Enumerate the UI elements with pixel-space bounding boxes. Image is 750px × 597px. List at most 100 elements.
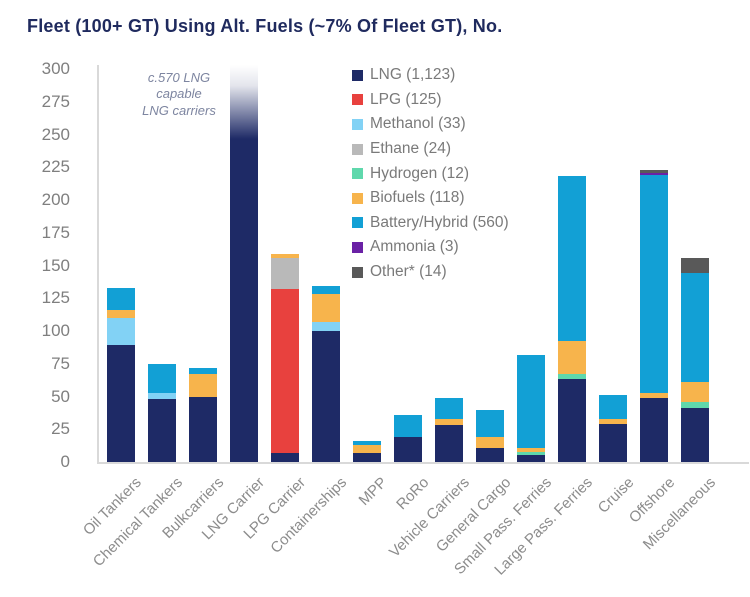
segment-methanol-containerships [312,321,340,331]
segment-lng-small-pass-ferries [517,455,545,462]
segment-lng-oil-tankers [107,345,135,462]
bar-bulkcarriers [189,65,217,462]
bar-large-pass-ferries [558,65,586,462]
bar-roro [394,65,422,462]
segment-other-miscellaneous [681,257,709,274]
segment-battery-chemical-tankers [148,363,176,393]
legend-swatch-ammonia [352,241,363,253]
x-axis-label-mpp: MPP [356,474,392,510]
bar-miscellaneous [681,65,709,462]
legend-item-ammonia: Ammonia (3) [352,235,509,260]
segment-biofuels-mpp [353,444,381,453]
legend: LNG (1,123) LPG (125) Methanol (33) Ethane … [352,63,509,284]
segment-biofuels-lpg-carrier [271,253,299,258]
annotation-line: c.570 LNG [147,70,211,85]
legend-item-ethane: Ethane (24) [352,137,509,162]
segment-methanol-oil-tankers [107,317,135,346]
legend-item-lpg: LPG (125) [352,88,509,113]
y-tick-label-150: 150 [41,255,70,275]
segment-biofuels-general-cargo [476,437,504,448]
legend-swatch-hydrogen [352,168,363,180]
y-tick-label-175: 175 [41,222,70,242]
legend-label-lng: LNG (1,123) [370,66,456,84]
legend-item-battery: Battery/Hybrid (560) [352,211,509,236]
legend-swatch-lng [352,69,363,81]
x-axis-label-miscellaneous: Miscellaneous [639,474,720,554]
y-tick-label-0: 0 [60,452,70,471]
annotation-line: LNG carriers [142,102,216,118]
segment-battery-mpp [353,441,381,445]
bar-oil-tankers [107,65,135,462]
segment-hydrogen-large-pass-ferries [558,374,586,380]
segment-biofuels-offshore [640,392,668,398]
y-axis: 0 25 50 75 100 125 150 175 200 225 250 275 300 [0,60,84,471]
legend-item-methanol: Methanol (33) [352,112,509,137]
segment-battery-offshore [640,175,668,393]
bar-chemical-tankers [148,65,176,462]
y-tick-label-125: 125 [41,288,70,308]
segment-methanol-chemical-tankers [148,392,176,400]
bar-fade-overlay-lng-carrier [230,65,258,139]
segment-biofuels-small-pass-ferries [517,447,545,452]
legend-label-battery: Battery/Hybrid (560) [370,213,509,231]
segment-lng-mpp [353,452,381,462]
y-tick-label-75: 75 [51,353,70,373]
segment-hydrogen-miscellaneous [681,401,709,409]
segment-lng-lpg-carrier [271,452,299,462]
segment-lng-bulkcarriers [189,396,217,462]
y-tick-label-50: 50 [51,386,70,406]
segment-biofuels-containerships [312,294,340,322]
legend-label-ammonia: Ammonia (3) [370,238,459,256]
segment-biofuels-large-pass-ferries [558,341,586,375]
segment-battery-roro [394,414,422,438]
legend-swatch-ethane [352,143,363,155]
legend-swatch-lpg [352,94,363,106]
y-tick-label-25: 25 [51,419,70,439]
bar-cruise [599,65,627,462]
annotation-lng-carriers: c.570 LNG capable LNG carriers [116,70,242,119]
segment-battery-miscellaneous [681,273,709,383]
segment-ethane-lpg-carrier [271,257,299,290]
bar-mpp [353,65,381,462]
legend-label-hydrogen: Hydrogen (12) [370,164,470,182]
segment-lng-cruise [599,424,627,462]
segment-lng-general-cargo [476,447,504,462]
segment-battery-general-cargo [476,409,504,438]
segment-hydrogen-small-pass-ferries [517,451,545,456]
plot-area: Oil Tankers Chemical Tankers Bulkcarriers L… [80,65,749,579]
legend-item-biofuels: Biofuels (118) [352,186,509,211]
bar-vehicle-carriers [435,65,463,462]
bar-general-cargo [476,65,504,462]
segment-lng-chemical-tankers [148,399,176,462]
y-tick-label-225: 225 [41,157,70,177]
y-tick-label-300: 300 [41,59,70,78]
segment-battery-large-pass-ferries [558,176,586,342]
segment-biofuels-cruise [599,418,627,425]
legend-label-lpg: LPG (125) [370,90,442,108]
segment-lng-roro [394,437,422,462]
legend-label-biofuels: Biofuels (118) [370,189,465,207]
segment-lng-containerships [312,331,340,462]
segment-battery-small-pass-ferries [517,354,545,448]
y-tick-label-250: 250 [41,124,70,144]
legend-swatch-other [352,266,363,278]
bar-small-pass-ferries [517,65,545,462]
segment-battery-oil-tankers [107,287,135,311]
segment-battery-vehicle-carriers [435,397,463,419]
segment-battery-cruise [599,395,627,419]
bar-lng-carrier [230,65,258,462]
legend-item-other: Other* (14) [352,260,509,285]
segment-battery-bulkcarriers [189,367,217,375]
legend-swatch-methanol [352,118,363,130]
y-tick-label-100: 100 [41,321,70,340]
y-tick-label-275: 275 [41,91,70,111]
segment-battery-containerships [312,286,340,295]
segment-lpg-lpg-carrier [271,289,299,453]
legend-swatch-battery [352,217,363,229]
segment-biofuels-vehicle-carriers [435,418,463,426]
legend-item-lng: LNG (1,123) [352,63,509,88]
segment-lng-vehicle-carriers [435,425,463,462]
legend-label-methanol: Methanol (33) [370,115,466,133]
legend-label-other: Other* (14) [370,263,447,281]
segment-other-offshore [640,169,668,173]
